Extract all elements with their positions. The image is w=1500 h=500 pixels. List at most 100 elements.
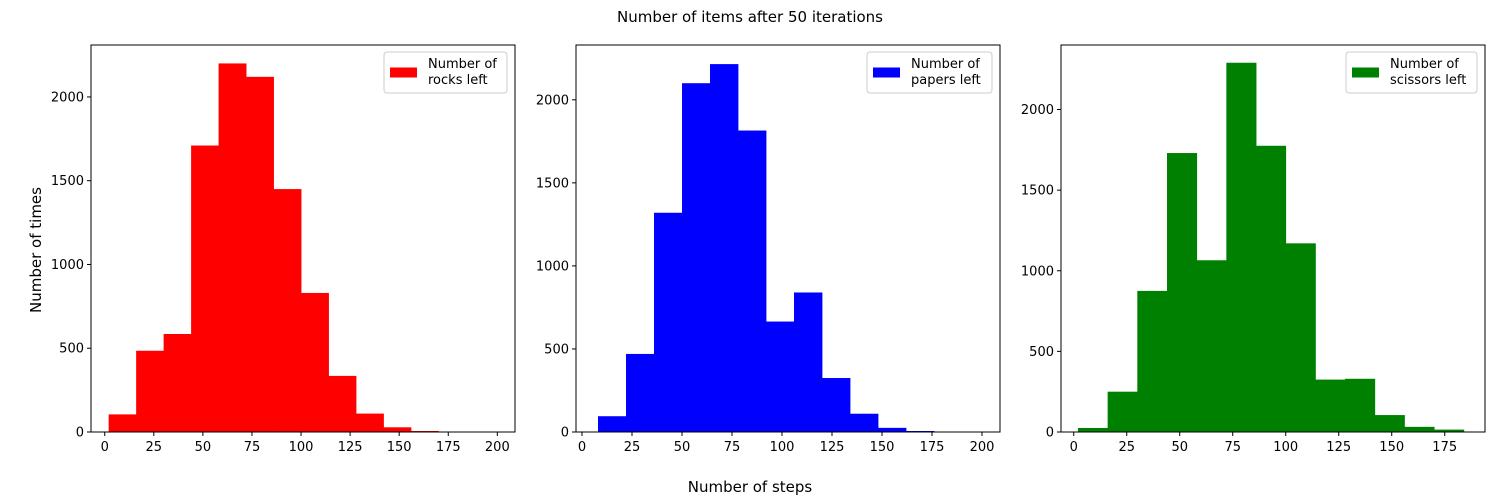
papers-y-tick-label: 1500 <box>536 176 569 191</box>
rocks-x-tick-label: 25 <box>146 440 163 455</box>
papers-x-tick-label: 175 <box>920 440 945 455</box>
figure-y-label: Number of times <box>27 187 45 313</box>
rocks-legend-swatch <box>390 67 417 78</box>
scissors-histogram-bar <box>1374 415 1405 432</box>
scissors-histogram-bar <box>1077 427 1109 432</box>
papers-y-tick-label: 0 <box>561 426 569 441</box>
rocks-y-tick-label: 1000 <box>51 258 84 273</box>
rocks-axes-frame <box>90 44 516 433</box>
figure-title: Number of items after 50 iterations <box>617 8 883 26</box>
rocks-histogram-bar <box>301 292 329 432</box>
scissors-y-tick-label: 1500 <box>1021 184 1054 199</box>
papers-histogram-bar <box>654 212 683 432</box>
scissors-legend-box <box>1345 51 1478 94</box>
rocks-x-tick-label: 175 <box>436 440 461 455</box>
rocks-legend-label: rocks left <box>428 73 488 88</box>
papers-histogram-bar <box>738 130 767 432</box>
rocks-x-tick-label: 0 <box>101 440 109 455</box>
papers-histogram-bar <box>850 413 879 432</box>
papers-x-tick-label: 25 <box>624 440 641 455</box>
rocks-histogram-bar <box>136 350 165 432</box>
scissors-x-tick-label: 125 <box>1326 440 1351 455</box>
papers-histogram-bar <box>878 427 907 432</box>
rocks-histogram-bar <box>383 427 412 432</box>
papers-x-tick-label: 75 <box>724 440 741 455</box>
rocks-x-tick-label: 150 <box>387 440 412 455</box>
papers-y-tick-label: 500 <box>544 342 569 357</box>
rocks-histogram-bar <box>273 189 302 432</box>
scissors-x-tick-label: 75 <box>1224 440 1241 455</box>
rocks-histogram-bar <box>246 76 274 432</box>
papers-legend-swatch <box>873 67 900 78</box>
rocks-x-tick-label: 200 <box>485 440 510 455</box>
rocks-y-tick-label: 0 <box>76 426 84 441</box>
papers-histogram-bar <box>598 416 627 432</box>
scissors-x-tick-label: 25 <box>1118 440 1135 455</box>
rocks-histogram-bar <box>356 413 384 432</box>
papers-histogram-panel: 0 25 50 75 100 125 150 175 2000500100015002000Nu… <box>536 44 1001 455</box>
scissors-legend-swatch <box>1352 67 1379 78</box>
papers-histogram-bar <box>766 321 795 432</box>
papers-y-tick-label: 2000 <box>536 93 569 108</box>
rocks-histogram-panel: 0 25 50 75 100 125 150 175 2000500100015002000Nu… <box>51 44 516 455</box>
scissors-x-tick-label: 100 <box>1273 440 1298 455</box>
scissors-histogram-bar <box>1434 429 1465 432</box>
rocks-legend-box <box>383 51 508 94</box>
papers-x-tick-label: 0 <box>578 440 586 455</box>
rocks-y-tick-label: 2000 <box>51 90 84 105</box>
scissors-legend-label: Number of <box>1390 57 1459 72</box>
scissors-histogram-bar <box>1404 426 1435 432</box>
papers-x-tick-label: 150 <box>870 440 895 455</box>
rocks-histogram-bar <box>191 145 219 433</box>
papers-legend-label: papers left <box>911 73 981 88</box>
rocks-legend-label: Number of <box>428 57 497 72</box>
rocks-x-tick-label: 100 <box>289 440 314 455</box>
scissors-y-tick-label: 0 <box>1046 426 1054 441</box>
rocks-y-tick-label: 500 <box>59 342 84 357</box>
scissors-histogram-bar <box>1196 260 1227 432</box>
papers-legend-box <box>866 51 993 94</box>
rocks-y-tick-label: 1500 <box>51 174 84 189</box>
rocks-histogram-bar <box>108 414 137 432</box>
scissors-axes-frame <box>1060 44 1486 433</box>
scissors-histogram-bar <box>1345 378 1376 432</box>
scissors-x-tick-label: 0 <box>1070 440 1078 455</box>
papers-x-tick-label: 200 <box>970 440 995 455</box>
scissors-x-tick-label: 150 <box>1379 440 1404 455</box>
scissors-histogram-bar <box>1285 243 1316 432</box>
rocks-histogram-bar <box>328 375 357 432</box>
papers-y-tick-label: 1000 <box>536 259 569 274</box>
scissors-histogram-bar <box>1315 379 1346 432</box>
papers-histogram-bar <box>682 83 711 432</box>
rocks-x-tick-label: 50 <box>195 440 212 455</box>
figure-x-label: Number of steps <box>688 478 813 496</box>
scissors-histogram-bar <box>1137 290 1168 432</box>
scissors-histogram-panel: 0 25 50 75 100 125 150 175 0 500 1000 1500 2000 Numbe… <box>1021 44 1486 455</box>
subplot-panels: 0 25 50 75 100 125 150 175 2000500100015002000Nu… <box>51 44 1486 455</box>
papers-x-tick-label: 100 <box>770 440 795 455</box>
papers-legend-label: Number of <box>911 57 980 72</box>
scissors-histogram-bar <box>1256 145 1287 432</box>
rocks-x-tick-label: 75 <box>244 440 261 455</box>
scissors-histogram-bar <box>1167 153 1198 432</box>
scissors-y-tick-label: 1000 <box>1021 264 1054 279</box>
papers-axes-frame <box>575 44 1001 433</box>
papers-histogram-bar <box>794 292 823 432</box>
papers-x-tick-label: 50 <box>674 440 691 455</box>
papers-histogram-bar <box>626 353 655 432</box>
scissors-y-tick-label: 2000 <box>1021 103 1054 118</box>
scissors-histogram-bar <box>1107 391 1138 432</box>
scissors-legend-label: scissors left <box>1390 73 1466 88</box>
rocks-histogram-bar <box>410 430 439 432</box>
rocks-histogram-bar <box>218 63 247 433</box>
scissors-x-tick-label: 175 <box>1432 440 1457 455</box>
rocks-x-tick-label: 125 <box>338 440 363 455</box>
scissors-y-tick-label: 500 <box>1029 345 1054 360</box>
scissors-histogram-bar <box>1226 62 1257 433</box>
papers-x-tick-label: 125 <box>820 440 845 455</box>
scissors-x-tick-label: 50 <box>1171 440 1188 455</box>
